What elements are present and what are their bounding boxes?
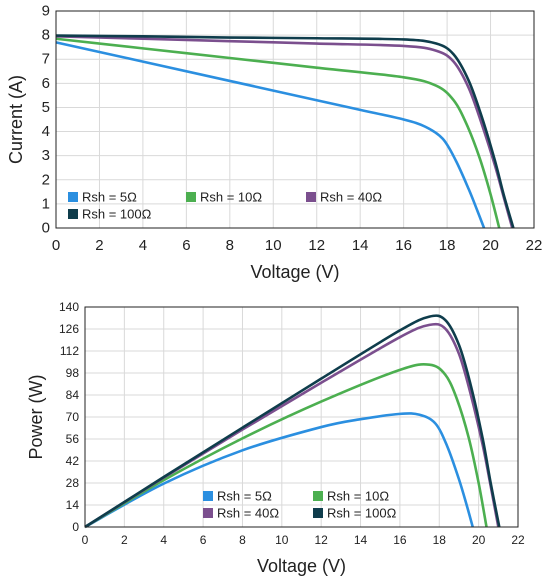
x-tick-label: 20 [472,533,486,547]
y-tick-label: 84 [66,388,80,402]
y-tick-label: 140 [59,300,79,314]
x-tick-label: 22 [526,237,543,254]
x-tick-label: 10 [275,533,289,547]
y-tick-label: 112 [60,344,79,358]
x-tick-label: 2 [95,237,103,254]
y-tick-label: 28 [66,476,80,490]
x-tick-label: 0 [82,533,89,547]
x-axis-label: Voltage (V) [250,262,339,282]
x-tick-label: 12 [315,533,329,547]
legend-label: Rsh = 40Ω [320,190,382,205]
y-tick-label: 126 [59,322,79,336]
legend-label: Rsh = 40Ω [217,506,279,521]
legend-swatch [306,192,316,202]
legend-label: Rsh = 100Ω [82,207,152,222]
y-tick-label: 70 [66,410,80,424]
x-tick-label: 6 [200,533,207,547]
x-tick-label: 4 [160,533,167,547]
legend-swatch [203,508,213,518]
y-tick-label: 9 [42,3,50,20]
x-tick-label: 8 [226,237,234,254]
x-tick-label: 14 [352,237,369,254]
legend-swatch [203,491,213,501]
series-line-iv-3 [55,34,515,229]
legend-label: Rsh = 10Ω [200,190,262,205]
x-tick-label: 20 [482,237,499,254]
x-tick-label: 4 [139,237,147,254]
legend-swatch [313,508,323,518]
x-tick-label: 16 [393,533,407,547]
y-tick-label: 1 [42,195,50,212]
x-axis-label: Voltage (V) [257,556,346,576]
series-line-iv-1 [55,37,501,229]
x-tick-label: 2 [121,533,128,547]
legend-swatch [186,192,196,202]
plot-frame [55,10,535,229]
y-tick-label: 0 [42,220,50,237]
y-tick-label: 4 [42,123,50,140]
y-tick-label: 6 [42,75,50,92]
chart-pv: 0 2 4 6 8 10 12 14 16 18 20 22 0 14 28 42 56 70 84 98 112 126… [26,300,525,576]
series-line-pv-3 [84,314,501,529]
series-line-pv-1 [84,362,488,529]
y-tick-label: 7 [42,51,50,68]
plot-frame [84,306,519,528]
y-tick-label: 8 [42,27,50,44]
y-tick-label: 56 [66,432,80,446]
y-tick-label: 0 [72,520,79,534]
y-axis-label: Current (A) [6,75,26,164]
legend-label: Rsh = 100Ω [327,506,397,521]
x-tick-label: 16 [395,237,412,254]
legend-swatch [313,491,323,501]
legend-swatch [68,192,78,202]
legend-label: Rsh = 10Ω [327,489,389,504]
x-tick-label: 22 [511,533,525,547]
y-tick-label: 14 [66,498,80,512]
x-tick-label: 18 [439,237,456,254]
x-tick-label: 8 [239,533,246,547]
y-axis-label: Power (W) [26,375,46,460]
y-tick-label: 5 [42,99,50,116]
x-tick-label: 10 [265,237,282,254]
legend-label: Rsh = 5Ω [82,190,137,205]
x-tick-label: 6 [182,237,190,254]
x-tick-label: 14 [354,533,368,547]
legend-swatch [68,209,78,219]
y-tick-label: 42 [66,454,80,468]
series-line-pv-0 [84,412,474,529]
x-tick-label: 0 [52,237,60,254]
series-line-iv-0 [55,41,486,229]
y-tick-label: 3 [42,147,50,164]
x-tick-label: 12 [308,237,325,254]
legend-label: Rsh = 5Ω [217,489,272,504]
x-tick-label: 18 [433,533,447,547]
y-tick-label: 98 [66,366,80,380]
y-tick-label: 2 [42,171,50,188]
